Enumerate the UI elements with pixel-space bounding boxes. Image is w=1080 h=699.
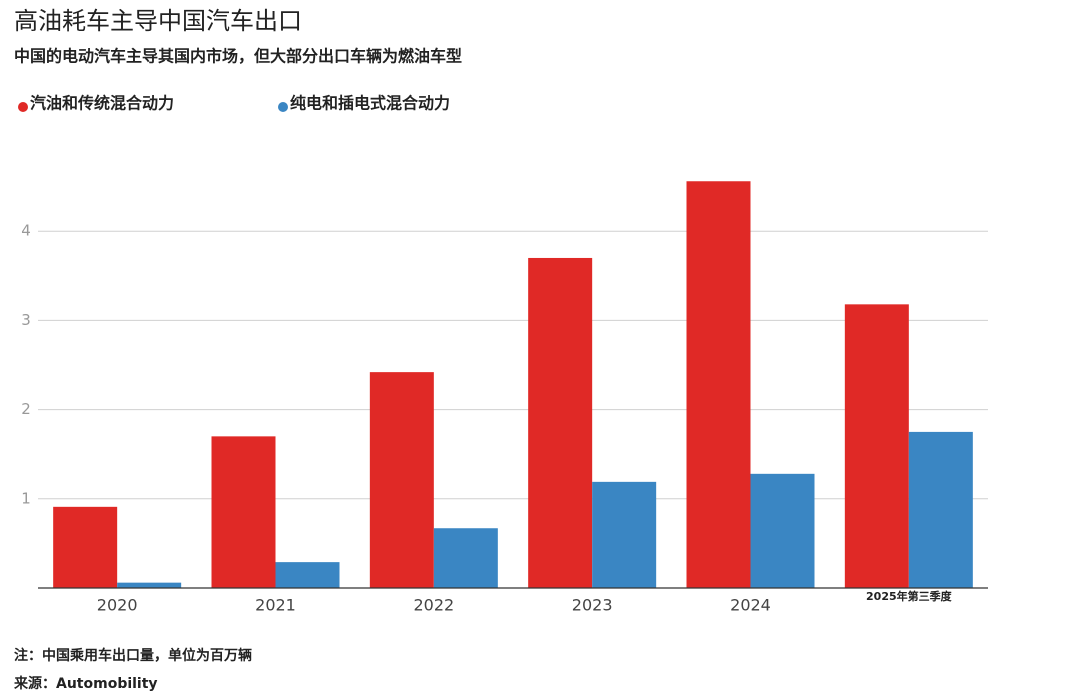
x-tick-label: 2023 xyxy=(572,596,613,615)
x-tick-label: 2025年第三季度 xyxy=(866,589,953,603)
bar xyxy=(275,562,340,588)
y-tick-label: 3 xyxy=(21,311,31,329)
bar xyxy=(117,582,182,588)
x-tick-label: 2021 xyxy=(255,596,296,615)
bar xyxy=(53,506,118,588)
x-tick-label: 2022 xyxy=(413,596,454,615)
source: 来源：Automobility xyxy=(13,675,158,692)
bar xyxy=(844,304,909,588)
y-tick-label: 1 xyxy=(21,489,31,507)
bar xyxy=(433,528,498,588)
bar xyxy=(908,431,973,588)
legend-marker xyxy=(278,102,288,112)
x-tick-label: 2024 xyxy=(730,596,771,615)
bar xyxy=(369,372,434,588)
bar xyxy=(211,436,276,588)
legend-label: 纯电和插电式混合动力 xyxy=(290,94,450,113)
bar xyxy=(528,257,593,588)
chart-subtitle: 中国的电动汽车主导其国内市场，但大部分出口车辆为燃油车型 xyxy=(14,47,462,66)
x-tick-label: 2020 xyxy=(97,596,138,615)
bar xyxy=(686,181,751,589)
legend-marker xyxy=(18,102,28,112)
chart-title: 高油耗车主导中国汽车出口 xyxy=(14,7,302,35)
bar xyxy=(750,473,815,588)
y-tick-label: 4 xyxy=(21,222,31,240)
y-tick-label: 2 xyxy=(21,400,31,418)
bar xyxy=(592,481,657,588)
note: 注：中国乘用车出口量，单位为百万辆 xyxy=(14,647,252,664)
legend-label: 汽油和传统混合动力 xyxy=(30,94,174,113)
